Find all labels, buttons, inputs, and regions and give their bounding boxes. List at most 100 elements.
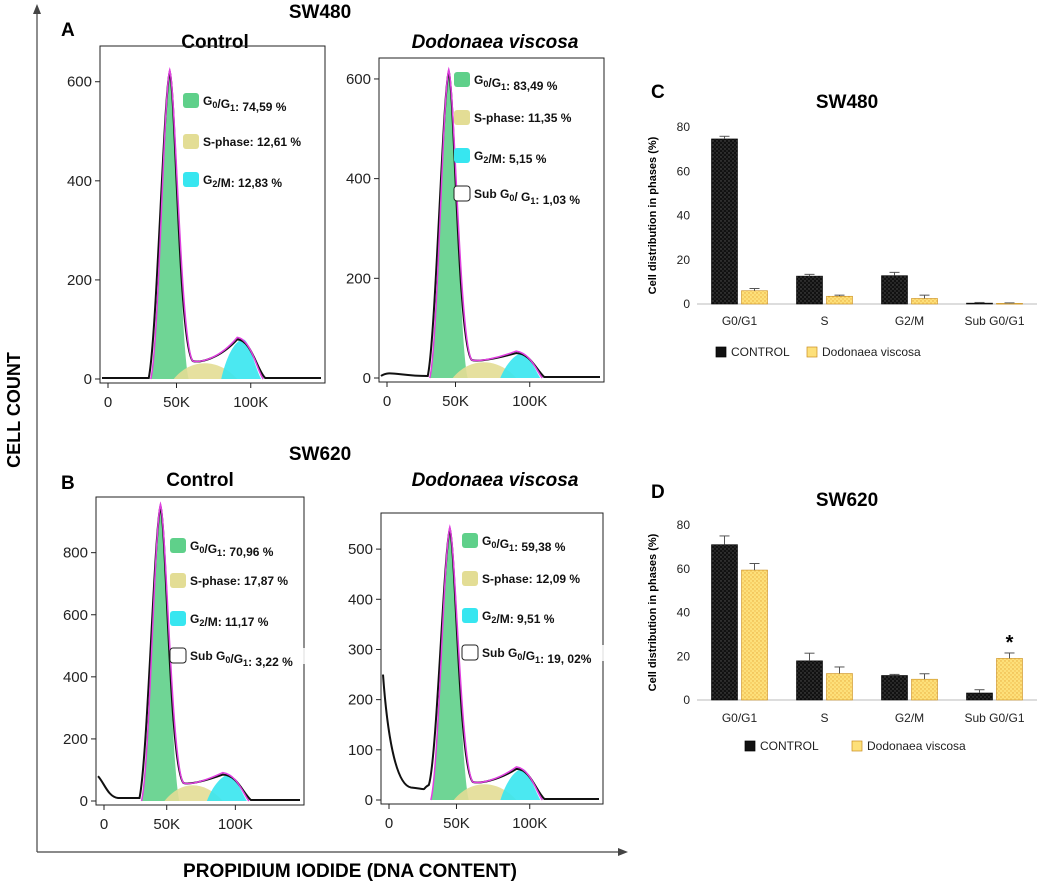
s-phase-area bbox=[452, 362, 517, 378]
bar-control bbox=[711, 544, 738, 701]
panel-label-b: B bbox=[61, 473, 75, 494]
legend-swatch-dodonaea bbox=[851, 740, 863, 752]
bar-category-label: S bbox=[820, 711, 828, 725]
main-axes bbox=[33, 4, 628, 856]
legend-bg bbox=[480, 571, 596, 587]
bar-control bbox=[881, 675, 908, 701]
y-tick-label: 0 bbox=[365, 792, 373, 809]
bar-y-tick-label: 0 bbox=[683, 297, 690, 311]
y-tick-label: 600 bbox=[67, 74, 92, 91]
bar-dodonaea bbox=[826, 295, 853, 305]
legend-label: G0/G1: 83,49 % bbox=[474, 73, 558, 93]
y-tick-label: 200 bbox=[348, 692, 373, 709]
bar-chart-title: SW620 bbox=[816, 490, 878, 511]
y-tick-label: 600 bbox=[63, 607, 88, 624]
model-fit-envelope bbox=[140, 501, 250, 802]
bar-category-label: G0/G1 bbox=[722, 711, 758, 725]
legend-swatch-subg bbox=[169, 647, 187, 664]
plot-frame bbox=[378, 57, 605, 383]
y-tick-label: 200 bbox=[63, 731, 88, 748]
legend-bg bbox=[201, 172, 295, 188]
legend-label: G0/G1: 70,96 % bbox=[190, 539, 274, 559]
bar-y-tick-label: 60 bbox=[677, 164, 691, 178]
legend-bg bbox=[188, 573, 304, 589]
legend-swatch-g0g1 bbox=[170, 538, 186, 553]
g0g1-peak bbox=[150, 71, 189, 380]
panel-label-a: A bbox=[61, 20, 75, 41]
legend-bg bbox=[201, 93, 302, 109]
histogram-title: Control bbox=[181, 32, 249, 53]
legend-label: S-phase: 12,09 % bbox=[482, 572, 580, 586]
bar-y-tick-label: 0 bbox=[683, 693, 690, 707]
x-tick-label: 50K bbox=[153, 816, 180, 833]
bar-dodonaea bbox=[996, 303, 1023, 305]
bar-y-tick-label: 40 bbox=[677, 209, 691, 223]
g2m-peak bbox=[500, 768, 541, 800]
model-fit-envelope bbox=[429, 66, 543, 379]
bar-category-label: S bbox=[820, 314, 828, 328]
y-tick-label: 400 bbox=[346, 171, 371, 188]
legend-swatch-sphase bbox=[170, 573, 186, 588]
bar-dodonaea bbox=[741, 290, 768, 305]
legend-bg bbox=[480, 608, 567, 624]
legend-label: S-phase: 17,87 % bbox=[190, 574, 288, 588]
bar-category-label: G0/G1 bbox=[722, 314, 758, 328]
bar-legend-label: CONTROL bbox=[760, 739, 819, 753]
y-tick-label: 400 bbox=[348, 591, 373, 608]
histogram-sw620-dodonaea: Dodonaea viscosa 0 100 200 300 400 500 0 50K 100K… bbox=[348, 470, 610, 832]
legend-label: G2/M: 9,51 % bbox=[482, 609, 555, 626]
legend-swatch-sphase bbox=[454, 110, 470, 125]
g0g1-peak bbox=[429, 71, 468, 378]
legend-bg bbox=[480, 645, 610, 661]
bar-category-label: G2/M bbox=[895, 314, 924, 328]
histogram-panels: Control 0 200 400 600 0 50K 100K G0/G1: 74,59 % S… bbox=[63, 32, 610, 833]
legend-bg bbox=[472, 186, 602, 202]
y-tick-label: 100 bbox=[348, 742, 373, 759]
bar-control bbox=[966, 692, 993, 701]
bar-y-tick-label: 40 bbox=[677, 606, 691, 620]
x-tick-label: 0 bbox=[385, 815, 393, 832]
y-tick-label: 0 bbox=[84, 371, 92, 388]
y-tick-label: 400 bbox=[67, 173, 92, 190]
model-fit-envelope bbox=[430, 524, 544, 801]
y-tick-label: 400 bbox=[63, 669, 88, 686]
s-phase-area bbox=[173, 363, 238, 379]
legend-swatch-g2m bbox=[183, 172, 199, 187]
legend-label: G2/M: 12,83 % bbox=[203, 173, 282, 190]
legend-label: G0/G1: 59,38 % bbox=[482, 534, 566, 554]
x-tick-label: 50K bbox=[163, 394, 190, 411]
legend-swatch-dodonaea bbox=[806, 346, 818, 358]
bar-chart-sw620: SW620 Cell distribution in phases (%) 0 20 4… bbox=[647, 490, 1037, 753]
g0g1-peak bbox=[141, 506, 180, 801]
significance-asterisk: * bbox=[1006, 632, 1014, 654]
legend-bg bbox=[188, 538, 289, 554]
s-phase-area bbox=[453, 784, 517, 800]
histogram-sw480-dodonaea: Dodonaea viscosa 0 200 400 600 0 50K 100K G0/G1:… bbox=[346, 32, 605, 410]
y-tick-label: 800 bbox=[63, 545, 88, 562]
bar-category-label: G2/M bbox=[895, 711, 924, 725]
legend-bg bbox=[472, 110, 588, 126]
legend-swatch-subg bbox=[461, 644, 479, 661]
x-tick-label: 50K bbox=[442, 393, 469, 410]
panel-label-d: D bbox=[651, 482, 665, 503]
legend-swatch-sphase bbox=[462, 571, 478, 586]
bar-chart-title: SW480 bbox=[816, 92, 878, 113]
x-tick-label: 100K bbox=[218, 816, 253, 833]
histogram-title: Dodonaea viscosa bbox=[412, 470, 579, 491]
y-tick-label: 0 bbox=[80, 793, 88, 810]
legend-swatch-g0g1 bbox=[462, 533, 478, 548]
panel-label-c: C bbox=[651, 82, 665, 103]
legend-label: Sub G0/ G1: 1,03 % bbox=[474, 187, 580, 207]
bar-dodonaea bbox=[826, 673, 853, 701]
bar-legend-label: Dodonaea viscosa bbox=[822, 345, 921, 359]
x-tick-label: 0 bbox=[383, 393, 391, 410]
g2m-peak bbox=[221, 339, 262, 379]
bar-chart-panels: SW480 Cell distribution in phases (%) 0 20 4… bbox=[647, 92, 1037, 753]
legend-swatch-control bbox=[715, 346, 727, 358]
bar-control bbox=[796, 660, 823, 701]
bar-dodonaea bbox=[911, 298, 938, 305]
plot-frame bbox=[99, 45, 326, 384]
bar-y-tick-label: 60 bbox=[677, 562, 691, 576]
bar-chart-y-label: Cell distribution in phases (%) bbox=[647, 533, 659, 691]
x-tick-label: 100K bbox=[512, 393, 547, 410]
